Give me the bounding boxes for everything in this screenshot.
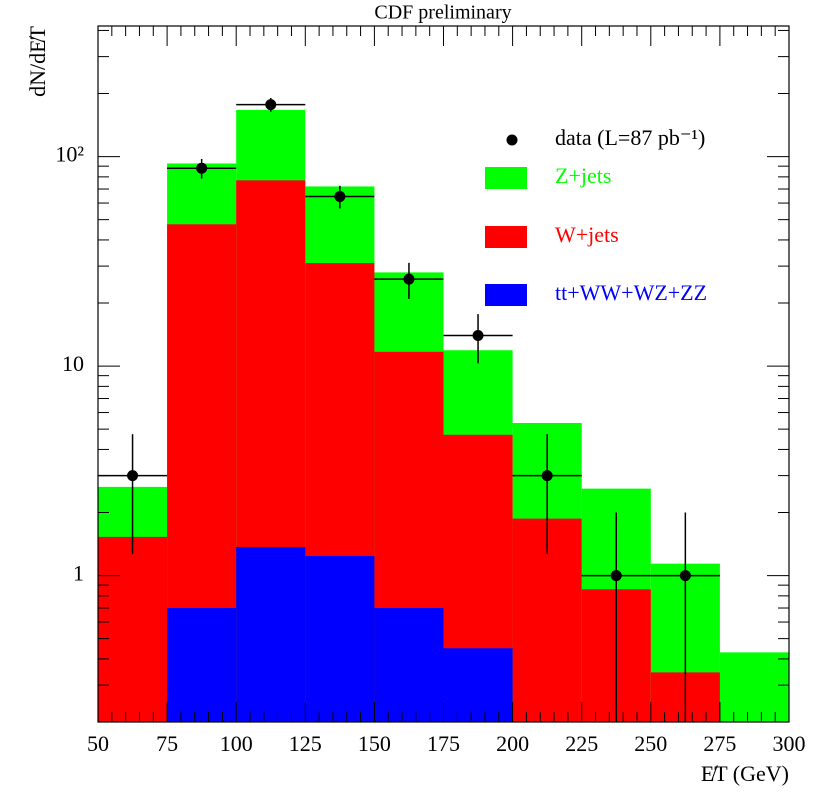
hist-bar [719, 652, 789, 722]
hist-bar [236, 546, 306, 722]
x-tick-label: 275 [703, 731, 736, 756]
legend-swatch [485, 284, 527, 306]
x-tick-label: 225 [565, 731, 598, 756]
x-axis-label: E̸T (GeV) [701, 761, 789, 786]
data-point [334, 190, 346, 202]
legend-swatch [485, 226, 527, 248]
x-tick-label: 100 [220, 731, 253, 756]
hist-bar [305, 555, 375, 722]
legend-label: W+jets [555, 222, 619, 247]
hist-bar [443, 648, 513, 722]
data-point [472, 329, 484, 341]
x-tick-label: 125 [289, 731, 322, 756]
data-point [541, 470, 553, 482]
x-tick-label: 75 [156, 731, 178, 756]
data-point [403, 273, 415, 285]
legend-label: Z+jets [555, 163, 611, 188]
data-point [610, 570, 622, 582]
legend-label: tt+WW+WZ+ZZ [555, 280, 707, 305]
data-point [679, 570, 691, 582]
overlay: 50 75 100 125 150 175 200 225 250 275 300 1 10 10² dat… [55, 25, 806, 756]
chart-title: CDF preliminary [374, 2, 511, 24]
data-point [196, 162, 208, 174]
hist-bar [98, 536, 168, 722]
plot-area [98, 98, 789, 722]
y-axis-label: dN/dE̸T [25, 25, 50, 96]
x-tick-label: 200 [496, 731, 529, 756]
data-point [127, 470, 139, 482]
x-tick-label: 250 [634, 731, 667, 756]
y-tick-label: 10 [62, 351, 84, 376]
y-tick-label: 1 [73, 561, 84, 586]
data-point [265, 99, 277, 111]
x-tick-label: 50 [87, 731, 109, 756]
hist-bar [374, 608, 444, 722]
x-tick-label: 300 [773, 731, 806, 756]
x-tick-label: 175 [427, 731, 460, 756]
x-tick-label: 150 [358, 731, 391, 756]
legend-marker [506, 134, 518, 146]
legend-swatch [485, 167, 527, 189]
y-tick-label: 10² [55, 142, 84, 167]
legend-label: data (L=87 pb⁻¹) [555, 125, 705, 150]
hist-bar [167, 608, 237, 722]
